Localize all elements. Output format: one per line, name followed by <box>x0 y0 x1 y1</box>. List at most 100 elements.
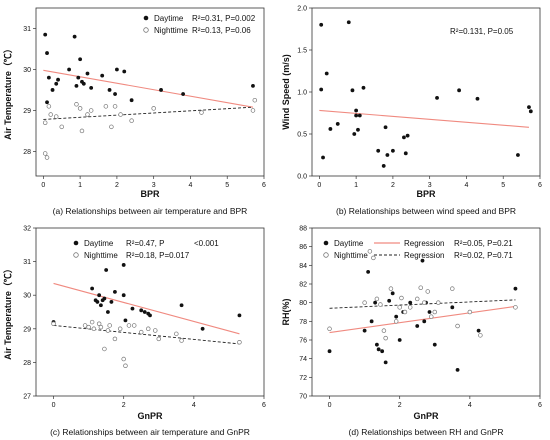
panel-d-legend: Daytime Regression R²=0.05, P=0.21 Night… <box>323 239 513 260</box>
nighttime-point <box>86 324 91 330</box>
data-point <box>321 155 325 160</box>
daytime-point <box>97 293 102 298</box>
daytime-point <box>394 314 399 319</box>
nighttime-point <box>102 346 107 352</box>
legend-nighttime-marker <box>143 27 149 33</box>
legend-nighttime-regression-label: Regression <box>404 251 444 260</box>
panel-b: 0 1 2 3 4 5 60.00.51.01.52.0 Wind Speed (m/s) … <box>281 6 542 217</box>
nighttime-point <box>46 104 52 109</box>
x-tick-label: 4 <box>468 402 472 409</box>
daytime-point <box>54 81 59 86</box>
daytime-point <box>113 289 117 294</box>
nighttime-point <box>467 309 473 315</box>
daytime-point <box>237 313 242 318</box>
daytime-point <box>366 269 371 274</box>
nighttime-point <box>91 326 97 332</box>
plot-area-a <box>35 7 265 177</box>
y-tick-label: 80 <box>299 300 307 307</box>
data-point <box>354 113 359 118</box>
data-point <box>391 148 395 153</box>
daytime-point <box>121 293 126 298</box>
nighttime-point <box>399 295 404 301</box>
daytime-point <box>122 69 127 74</box>
data-point <box>319 87 324 92</box>
panel-c-marks: 0 2 4 6 27 28 29 30 31 32 <box>23 226 266 410</box>
nighttime-point <box>478 333 483 338</box>
data-point <box>357 113 362 118</box>
nighttime-point <box>250 108 256 113</box>
nighttime-point <box>388 286 394 291</box>
nighttime-point <box>421 300 427 305</box>
data-point <box>381 164 386 168</box>
y-tick-label: 78 <box>299 319 307 326</box>
x-tick-label: 6 <box>538 402 542 409</box>
x-tick-label: 6 <box>262 182 266 189</box>
nighttime-point <box>414 296 420 302</box>
nighttime-point <box>153 328 158 333</box>
nighttime-point <box>397 305 402 310</box>
legend-nighttime-stat: R²=0.02, P=0.71 <box>454 251 513 260</box>
daytime-point <box>81 81 86 86</box>
daytime-point <box>362 328 367 333</box>
y-tick-label: 72 <box>299 375 307 382</box>
panel-b-xlabel: BPR <box>416 189 436 199</box>
panel-a-caption: (a) Relationships between air temperatur… <box>53 206 248 216</box>
x-tick-label: 3 <box>428 182 432 189</box>
x-tick-label: 4 <box>188 182 192 189</box>
daytime-point <box>251 83 255 88</box>
daytime-point <box>85 71 90 76</box>
legend-nighttime-marker <box>73 252 79 258</box>
daytime-point <box>102 296 107 301</box>
daytime-point <box>200 326 205 331</box>
y-tick-label: 0.0 <box>297 174 307 181</box>
nighttime-point <box>79 128 85 134</box>
panel-d-caption: (d) Relationships between RH and GnPR <box>349 427 504 437</box>
nighttime-point <box>129 118 134 123</box>
nighttime-point <box>371 255 376 261</box>
y-tick-label: 1.0 <box>297 90 307 97</box>
nighttime-point <box>112 336 118 342</box>
panel-a-xlabel: BPR <box>140 189 160 199</box>
nighttime-point <box>51 321 56 327</box>
legend-daytime-stat: R²=0.47, P <box>126 239 164 248</box>
nighttime-point <box>156 336 162 342</box>
daytime-point <box>98 303 103 308</box>
x-tick-label: 2 <box>391 182 395 189</box>
legend-nighttime-stat: R²=0.18, P=0.017 <box>126 251 190 260</box>
legend-daytime-regression-label: Regression <box>404 239 444 248</box>
daytime-point <box>129 98 134 103</box>
y-tick-label: 82 <box>299 282 307 289</box>
legend-daytime-stat: R²=0.31, P=0.002 <box>192 14 256 23</box>
data-point <box>354 108 359 113</box>
daytime-point <box>383 360 388 365</box>
y-tick-label: 31 <box>23 26 31 33</box>
nighttime-regression-line <box>329 299 516 309</box>
x-tick-label: 0 <box>41 182 45 189</box>
y-tick-label: 84 <box>299 263 307 270</box>
daytime-point <box>390 291 395 296</box>
daytime-point <box>408 300 413 305</box>
y-tick-label: 28 <box>23 149 31 156</box>
nighttime-point <box>237 339 242 345</box>
panel-c-caption: (c) Relationships between air temperatur… <box>50 427 250 437</box>
x-tick-label: 0 <box>317 182 321 189</box>
nighttime-point <box>383 335 388 341</box>
daytime-point <box>109 300 114 304</box>
data-point <box>319 22 324 27</box>
panel-c-ylabel: Air Temperature（℃） <box>3 264 13 360</box>
nighttime-point <box>513 305 518 310</box>
daytime-point <box>100 73 105 78</box>
panel-a-marks: 0 1 2 3 4 5 6 28 29 30 31 <box>23 26 266 189</box>
nighttime-point <box>77 106 83 111</box>
daytime-point <box>422 319 427 324</box>
data-point <box>528 109 533 114</box>
legend-daytime-label: Daytime <box>84 239 114 248</box>
panel-b-ylabel: Wind Speed (m/s) <box>281 54 291 129</box>
nighttime-point <box>74 102 79 107</box>
nighttime-point <box>378 302 383 307</box>
x-tick-label: 5 <box>225 182 229 189</box>
data-point <box>376 148 381 153</box>
nighttime-point <box>381 328 387 333</box>
nighttime-point <box>53 114 59 119</box>
